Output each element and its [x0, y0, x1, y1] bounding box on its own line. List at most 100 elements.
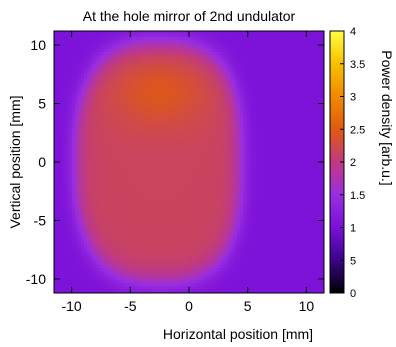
heatmap-cell [108, 151, 112, 155]
heatmap-cell [117, 193, 121, 197]
heatmap-cell [186, 139, 190, 143]
heatmap-cell [303, 82, 307, 86]
heatmap-cell [57, 37, 61, 41]
heatmap-cell [63, 100, 67, 104]
heatmap-cell [159, 121, 163, 125]
heatmap-cell [75, 193, 79, 197]
heatmap-cell [159, 139, 163, 143]
heatmap-cell [132, 34, 136, 38]
heatmap-cell [264, 160, 268, 164]
heatmap-cell [204, 103, 208, 107]
heatmap-cell [171, 67, 175, 71]
heatmap-cell [99, 34, 103, 38]
heatmap-cell [69, 103, 73, 107]
heatmap-cell [138, 118, 142, 122]
heatmap-cell [297, 124, 301, 128]
heatmap-cell [153, 142, 157, 146]
heatmap-cell [144, 148, 148, 152]
heatmap-cell [231, 148, 235, 152]
heatmap-cell [78, 109, 82, 113]
heatmap-cell [318, 55, 322, 59]
heatmap-cell [105, 100, 109, 104]
heatmap-cell [321, 190, 324, 194]
heatmap-cell [294, 88, 298, 92]
heatmap-cell [279, 64, 283, 68]
heatmap-cell [102, 172, 106, 176]
heatmap-cell [210, 157, 214, 161]
heatmap-cell [171, 145, 175, 149]
heatmap-cell [273, 124, 277, 128]
heatmap-cell [273, 40, 277, 44]
heatmap-cell [300, 49, 304, 53]
heatmap-cell [183, 184, 187, 188]
heatmap-cell [144, 88, 148, 92]
heatmap-cell [162, 97, 166, 101]
heatmap-cell [168, 88, 172, 92]
heatmap-cell [159, 37, 163, 41]
heatmap-cell [285, 64, 289, 68]
heatmap-cell [132, 76, 136, 80]
heatmap-cell [72, 103, 76, 107]
heatmap-cell [255, 58, 259, 62]
heatmap-cell [156, 106, 160, 110]
heatmap-cell [108, 67, 112, 71]
heatmap-cell [270, 160, 274, 164]
heatmap-cell [153, 100, 157, 104]
heatmap-cell [81, 103, 85, 107]
heatmap-cell [75, 130, 79, 134]
heatmap-cell [225, 190, 229, 194]
heatmap-cell [105, 148, 109, 152]
heatmap-cell [258, 172, 262, 176]
heatmap-cell [156, 175, 160, 179]
heatmap-cell [165, 151, 169, 155]
heatmap-cell [84, 160, 88, 164]
heatmap-cell [147, 97, 151, 101]
heatmap-cell [225, 136, 229, 140]
heatmap-cell [54, 187, 58, 191]
heatmap-cell [183, 91, 187, 95]
heatmap-cell [285, 178, 289, 182]
heatmap-cell [63, 58, 67, 62]
heatmap-cell [201, 124, 205, 128]
heatmap-cell [207, 154, 211, 158]
heatmap-cell [78, 52, 82, 56]
heatmap-cell [285, 172, 289, 176]
heatmap-cell [300, 85, 304, 89]
heatmap-cell [267, 151, 271, 155]
heatmap-cell [276, 115, 280, 119]
heatmap-cell [183, 88, 187, 92]
heatmap-cell [192, 151, 196, 155]
heatmap-cell [111, 52, 115, 56]
heatmap-cell [303, 181, 307, 185]
heatmap-cell [285, 118, 289, 122]
heatmap-cell [54, 61, 58, 65]
heatmap-cell [87, 142, 91, 146]
heatmap-cell [216, 100, 220, 104]
heatmap-cell [135, 184, 139, 188]
heatmap-cell [120, 193, 124, 197]
heatmap-cell [87, 79, 91, 83]
heatmap-cell [261, 40, 265, 44]
heatmap-cell [93, 91, 97, 95]
heatmap-cell [246, 124, 250, 128]
heatmap-cell [72, 130, 76, 134]
heatmap-cell [255, 190, 259, 194]
heatmap-cell [207, 145, 211, 149]
heatmap-cell [288, 142, 292, 146]
heatmap-cell [195, 46, 199, 50]
heatmap-cell [87, 130, 91, 134]
heatmap-cell [129, 37, 133, 41]
heatmap-cell [63, 106, 67, 110]
heatmap-cell [72, 175, 76, 179]
heatmap-cell [303, 31, 307, 35]
heatmap-cell [180, 79, 184, 83]
heatmap-cell [135, 79, 139, 83]
heatmap-cell [159, 88, 163, 92]
heatmap-cell [237, 130, 241, 134]
heatmap-cell [117, 196, 121, 200]
heatmap-cell [213, 97, 217, 101]
heatmap-cell [180, 187, 184, 191]
heatmap-cell [204, 157, 208, 161]
heatmap-cell [189, 172, 193, 176]
heatmap-cell [81, 58, 85, 62]
